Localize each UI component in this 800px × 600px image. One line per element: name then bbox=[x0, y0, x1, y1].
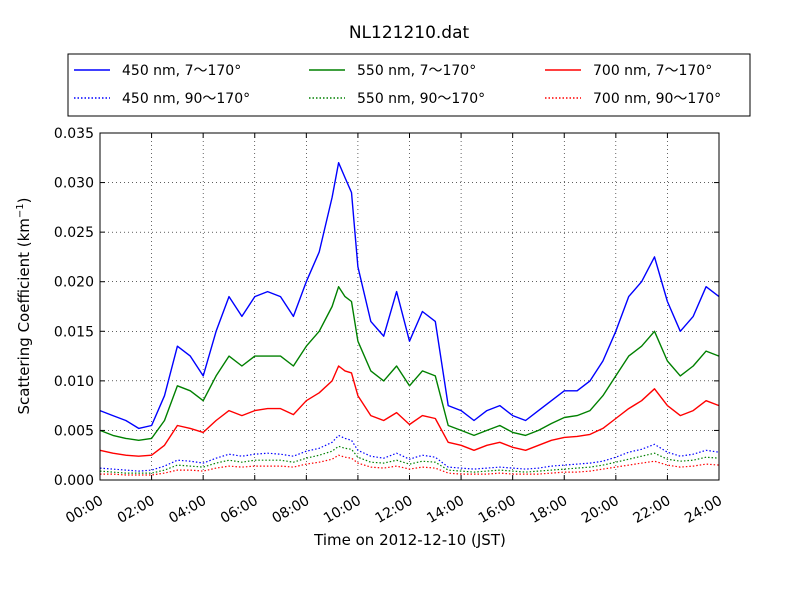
legend-label: 450 nm, 7～170° bbox=[122, 63, 241, 79]
y-tick-label: 0.020 bbox=[54, 275, 94, 291]
chart-title: NL121210.dat bbox=[349, 23, 470, 43]
y-tick-label: 0.005 bbox=[54, 423, 94, 439]
series-line bbox=[99, 286, 720, 441]
legend-label: 550 nm, 90～170° bbox=[357, 91, 485, 107]
legend-box bbox=[67, 53, 751, 117]
series-line bbox=[99, 365, 720, 457]
y-tick-label: 0.010 bbox=[54, 374, 94, 390]
legend-label: 450 nm, 90～170° bbox=[122, 91, 250, 107]
y-axis: 0.000 0.005 0.010 0.015 0.020 0.025 0.030 0.035 bbox=[54, 126, 719, 489]
series-line bbox=[99, 161, 720, 430]
legend-label: 700 nm, 90～170° bbox=[593, 91, 721, 107]
y-tick-label: 0.015 bbox=[54, 324, 94, 340]
y-tick-label: 0.035 bbox=[54, 126, 94, 142]
y-tick-label: 0.030 bbox=[54, 176, 94, 192]
x-axis-label: Time on 2012-12-10 (JST) bbox=[313, 531, 506, 549]
y-axis-label-exponent: −1 bbox=[15, 203, 26, 218]
legend: 450 nm, 7～170° 550 nm, 7～170° 700 nm, 7～17… bbox=[67, 53, 751, 117]
series-line bbox=[99, 434, 720, 472]
series-line bbox=[99, 445, 720, 474]
y-tick-label: 0.000 bbox=[54, 473, 94, 489]
legend-label: 700 nm, 7～170° bbox=[593, 63, 712, 79]
legend-label: 550 nm, 7～170° bbox=[357, 63, 476, 79]
y-axis-label-main: Scattering Coefficient (km bbox=[15, 218, 33, 414]
y-axis-label: Scattering Coefficient (km−1) bbox=[15, 197, 33, 414]
series-layer bbox=[99, 161, 720, 476]
series-line bbox=[100, 454, 720, 476]
y-tick-label: 0.025 bbox=[54, 225, 94, 241]
y-axis-label-close: ) bbox=[15, 197, 33, 203]
